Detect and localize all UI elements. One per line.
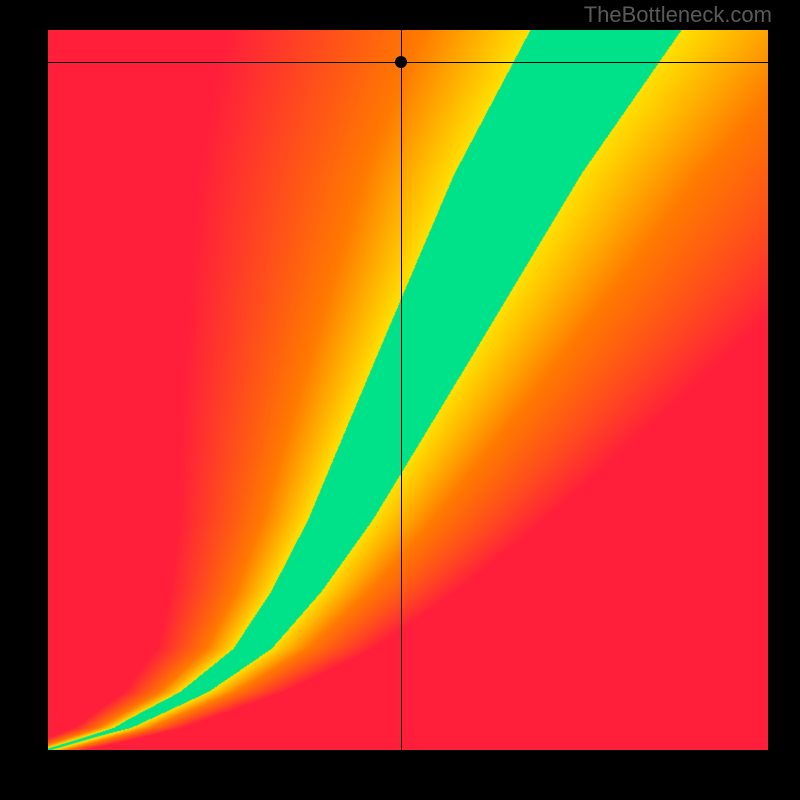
watermark-label: TheBottleneck.com	[584, 2, 772, 28]
crosshair-horizontal	[48, 62, 768, 63]
heatmap-canvas	[48, 30, 768, 750]
crosshair-vertical	[401, 30, 402, 750]
bottleneck-heatmap	[48, 30, 768, 750]
selection-marker	[395, 56, 407, 68]
